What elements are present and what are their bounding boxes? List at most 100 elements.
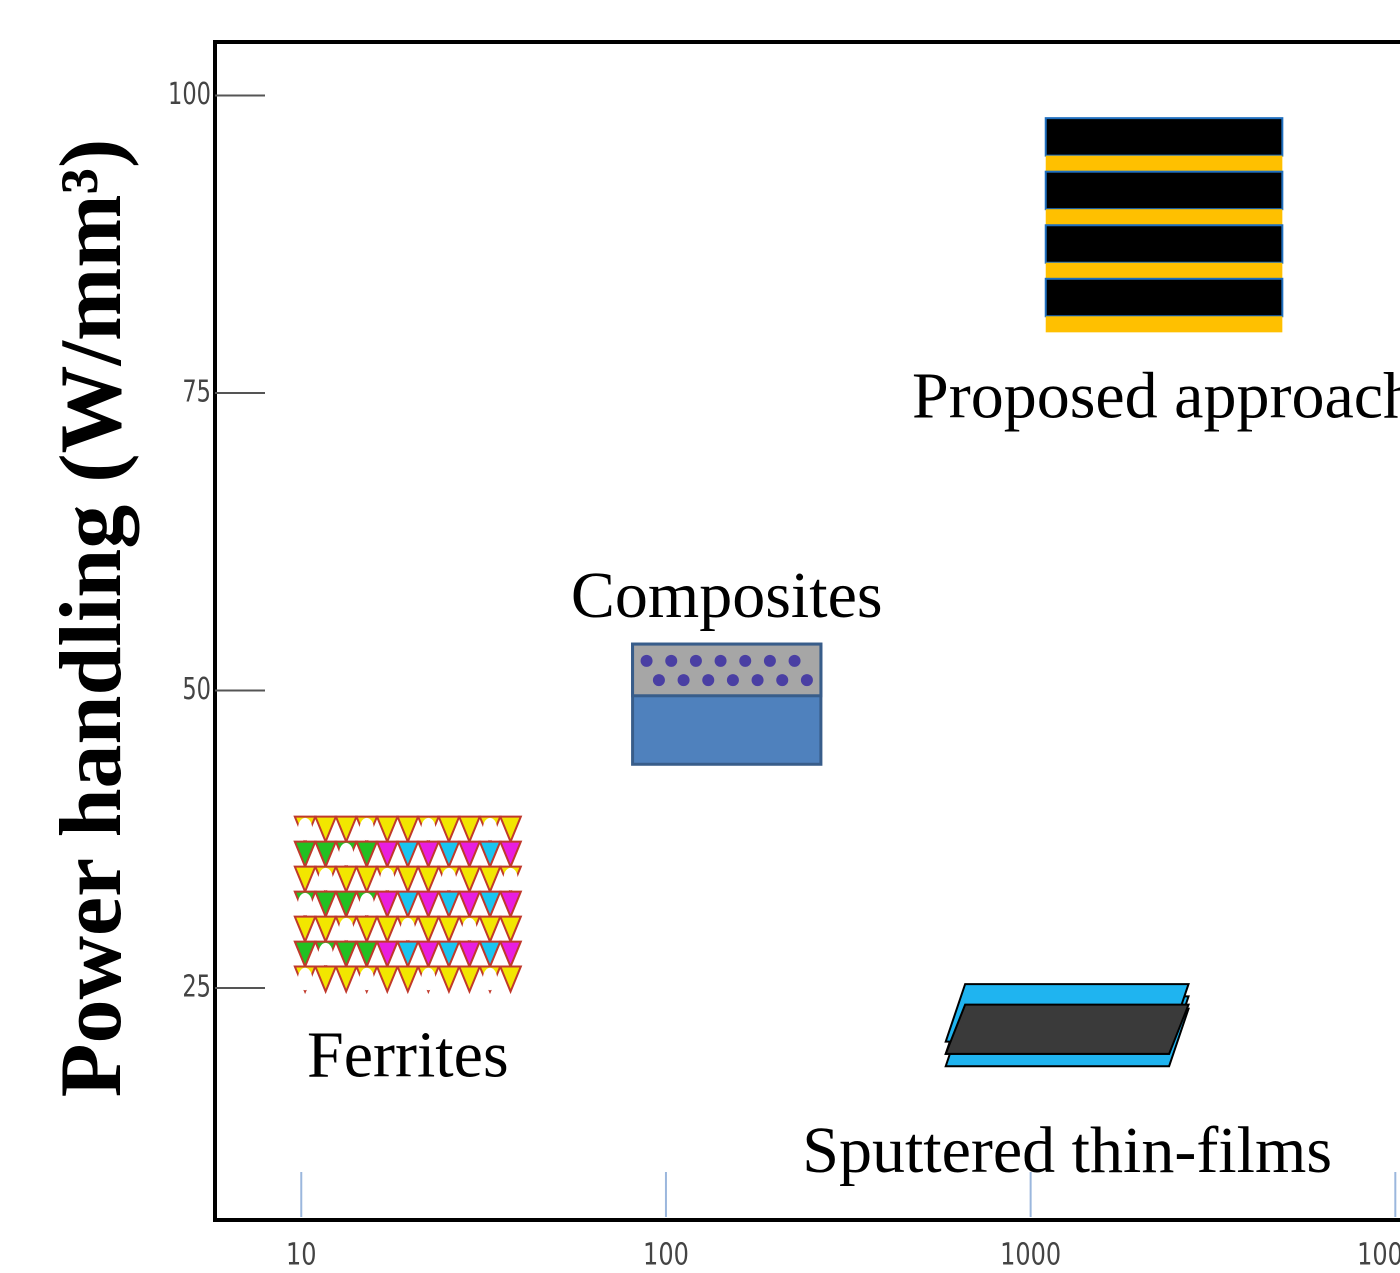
- crystal-cell: [439, 892, 460, 917]
- y-tick-label: 75: [182, 374, 211, 409]
- crystal-cell: [398, 942, 419, 967]
- crystal-void: [298, 968, 312, 990]
- crystal-cell: [356, 942, 377, 967]
- crystal-cell: [377, 942, 398, 967]
- crystal-cell: [500, 942, 521, 967]
- crystal-cell: [459, 892, 480, 917]
- crystal-void: [503, 868, 517, 890]
- crystal-cell: [480, 892, 501, 917]
- crystal-cell: [439, 917, 460, 942]
- crystal-cell: [480, 842, 501, 867]
- material-box: [633, 644, 821, 764]
- crystal-void: [380, 868, 394, 890]
- material-box: [295, 817, 521, 992]
- crystal-void: [442, 868, 456, 890]
- crystal-cell: [439, 817, 460, 842]
- crystal-cell: [418, 867, 439, 892]
- crystal-cell: [356, 842, 377, 867]
- x-tick-label: 10000: [1357, 1238, 1400, 1272]
- crystal-cell: [459, 842, 480, 867]
- crystal-cell: [500, 967, 521, 992]
- particle: [752, 674, 764, 686]
- layer-gold: [1046, 263, 1283, 279]
- crystal-cell: [418, 917, 439, 942]
- crystal-cell: [480, 942, 501, 967]
- film-top: [946, 1005, 1189, 1054]
- crystal-cell: [295, 917, 316, 942]
- crystal-void: [360, 818, 374, 840]
- material-box: [946, 984, 1189, 1066]
- crystal-cell: [377, 967, 398, 992]
- crystal-cell: [500, 817, 521, 842]
- layer-gold: [1046, 209, 1283, 225]
- particle: [764, 655, 776, 667]
- particle: [702, 674, 714, 686]
- crystal-cell: [480, 867, 501, 892]
- crystal-cell: [315, 842, 336, 867]
- crystal-cell: [398, 867, 419, 892]
- crystal-cell: [398, 967, 419, 992]
- layer-dark: [1046, 118, 1283, 155]
- crystal-void: [318, 943, 332, 965]
- y-tick-label: 100: [168, 77, 211, 112]
- crystal-void: [421, 968, 435, 990]
- crystal-cell: [356, 917, 377, 942]
- crystal-cell: [295, 942, 316, 967]
- crystal-void: [318, 868, 332, 890]
- particle: [789, 655, 801, 667]
- composite-layer: [633, 644, 821, 696]
- crystal-cell: [336, 942, 357, 967]
- chart: Power handling (W/mm³) 25507510010100100…: [0, 0, 1400, 1273]
- crystal-void: [298, 818, 312, 840]
- crystal-void: [462, 918, 476, 940]
- crystal-cell: [315, 817, 336, 842]
- y-axis-title: Power handling (W/mm³): [43, 139, 140, 1098]
- crystal-cell: [315, 892, 336, 917]
- crystal-cell: [377, 842, 398, 867]
- crystal-cell: [418, 892, 439, 917]
- crystal-cell: [377, 917, 398, 942]
- crystal-cell: [439, 842, 460, 867]
- x-tick-label: 10: [286, 1238, 317, 1272]
- crystal-cell: [295, 842, 316, 867]
- crystal-cell: [459, 867, 480, 892]
- particle: [665, 655, 677, 667]
- crystal-void: [339, 843, 353, 865]
- particle: [715, 655, 727, 667]
- crystal-cell: [336, 867, 357, 892]
- crystal-void: [483, 818, 497, 840]
- material-label: Ferrites: [307, 1019, 509, 1092]
- particle: [678, 674, 690, 686]
- material-label: Composites: [571, 559, 883, 632]
- material-label: Proposed approach: [912, 359, 1400, 432]
- layer-dark: [1046, 225, 1283, 262]
- crystal-cell: [336, 817, 357, 842]
- crystal-cell: [459, 942, 480, 967]
- y-tick-label: 25: [182, 969, 211, 1004]
- layer-dark: [1046, 279, 1283, 316]
- layer-gold: [1046, 316, 1283, 332]
- y-tick-label: 50: [182, 672, 211, 707]
- crystal-void: [339, 918, 353, 940]
- layer-dark: [1046, 172, 1283, 209]
- crystal-cell: [377, 892, 398, 917]
- material-label: Sputtered thin-films: [802, 1114, 1332, 1187]
- crystal-void: [401, 918, 415, 940]
- material-box: [1046, 118, 1283, 332]
- crystal-cell: [418, 942, 439, 967]
- layer-gold: [1046, 156, 1283, 172]
- crystal-cell: [377, 817, 398, 842]
- particle: [739, 655, 751, 667]
- crystal-cell: [480, 917, 501, 942]
- crystal-cell: [356, 867, 377, 892]
- x-tick-label: 1000: [1000, 1238, 1061, 1272]
- crystal-cell: [418, 842, 439, 867]
- particle: [653, 674, 665, 686]
- particle: [801, 674, 813, 686]
- crystal-cell: [336, 967, 357, 992]
- crystal-void: [360, 968, 374, 990]
- crystal-void: [360, 893, 374, 915]
- crystal-cell: [500, 892, 521, 917]
- crystal-cell: [439, 942, 460, 967]
- crystal-void: [421, 818, 435, 840]
